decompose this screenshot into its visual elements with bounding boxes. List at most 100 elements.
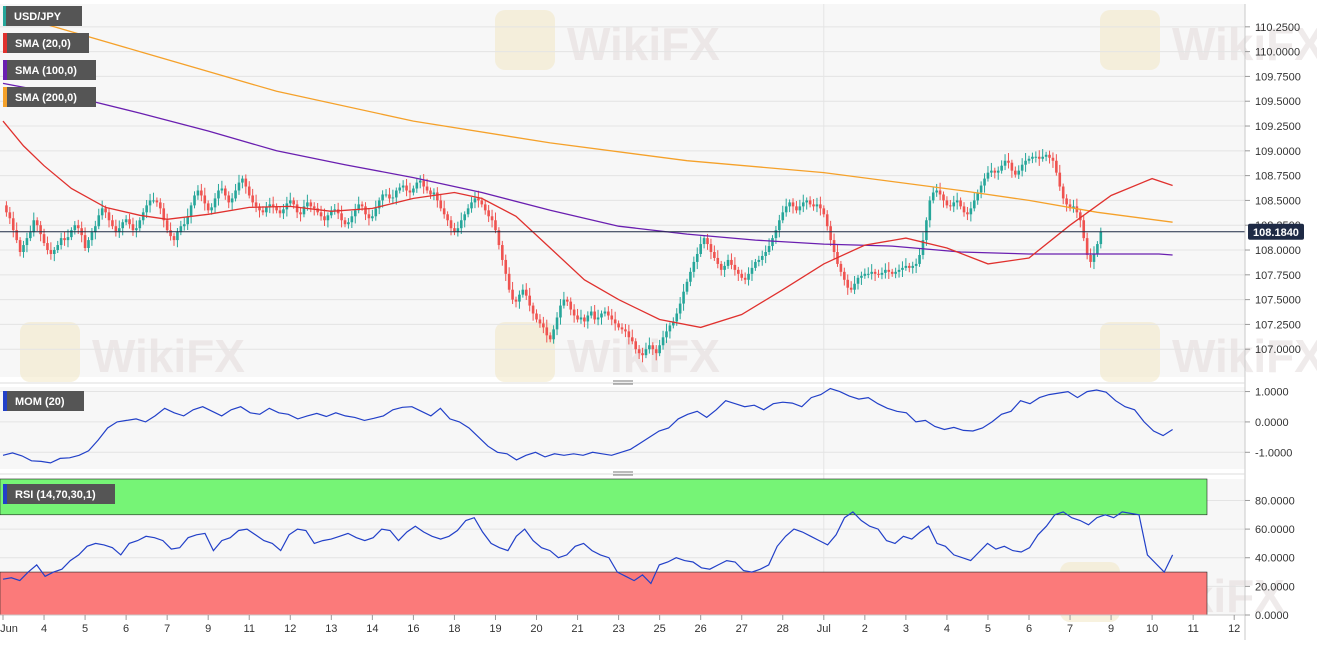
candle: [706, 233, 709, 250]
candle-body: [87, 240, 90, 249]
legend-rsi-swatch: [3, 484, 7, 504]
candle: [559, 299, 562, 325]
candle-body: [364, 206, 367, 215]
candle: [627, 324, 631, 345]
x-tick-label-24: 5: [985, 623, 991, 635]
price-tick-label-5: 109.0000: [1255, 146, 1301, 158]
candle: [822, 205, 826, 218]
candle-body: [583, 317, 586, 322]
candle-body: [357, 204, 360, 211]
candle-body: [993, 170, 997, 173]
candle-body: [275, 206, 278, 211]
candle: [788, 199, 791, 213]
candle-body: [576, 315, 579, 320]
candle: [1037, 150, 1041, 166]
candle-body: [241, 178, 244, 183]
candle-body: [104, 208, 107, 213]
candle-body: [459, 220, 463, 229]
candle: [237, 174, 241, 195]
legend-rsi[interactable]: RSI (14,70,30,1): [3, 484, 115, 504]
symbol-label[interactable]: USD/JPY: [3, 6, 82, 26]
candle-body: [330, 210, 333, 216]
legend-sma200[interactable]: SMA (200,0): [3, 87, 96, 107]
candle: [511, 281, 514, 304]
rsi-tick-label-2: 40.0000: [1255, 553, 1295, 565]
x-tick-label-4: 7: [164, 623, 170, 635]
candle-body: [890, 271, 894, 274]
watermark-text-3: WikiFX: [567, 330, 720, 382]
candle: [952, 195, 956, 213]
candle-body: [908, 265, 911, 268]
candle: [206, 200, 210, 214]
candle: [388, 187, 391, 203]
pane-resize-handle-2[interactable]: [613, 471, 633, 476]
candle: [1055, 154, 1058, 176]
candle: [661, 330, 665, 350]
candle: [323, 208, 326, 227]
candle-body: [271, 204, 275, 207]
candle: [637, 345, 641, 359]
candle-body: [1027, 158, 1031, 161]
candle: [25, 232, 29, 253]
candle: [384, 189, 388, 198]
candle-body: [381, 194, 384, 201]
candle: [863, 268, 867, 279]
watermark-logo-3: [495, 322, 555, 382]
candle-body: [774, 230, 778, 239]
candle-body: [497, 230, 501, 246]
candle-body: [35, 220, 39, 226]
candle-body: [617, 323, 620, 328]
x-tick-label-30: 12: [1228, 623, 1240, 635]
candle-body: [412, 188, 415, 193]
candle-body: [326, 215, 330, 221]
candle: [39, 221, 42, 242]
candle-body: [480, 200, 484, 205]
candle: [644, 342, 648, 359]
candle: [846, 274, 850, 295]
candle: [695, 247, 699, 270]
candle: [459, 212, 463, 234]
candle: [630, 329, 634, 345]
candle-body: [986, 172, 990, 179]
candle-body: [100, 208, 104, 216]
candle: [747, 267, 750, 286]
candle: [1089, 248, 1092, 268]
candle-body: [490, 216, 494, 221]
legend-sma20[interactable]: SMA (20,0): [3, 33, 89, 53]
candle: [319, 205, 323, 221]
candle-body: [979, 185, 983, 193]
candle-body: [176, 232, 179, 241]
candle-body: [1003, 160, 1007, 166]
candle-body: [25, 238, 29, 246]
candle: [716, 250, 720, 269]
candle-body: [347, 222, 350, 225]
candle: [713, 245, 716, 261]
candle-body: [350, 216, 354, 223]
pane-resize-handle-1[interactable]: [613, 380, 633, 385]
candle-body: [90, 232, 94, 241]
candle-body: [935, 190, 938, 193]
legend-sma100-text: SMA (100,0): [15, 65, 77, 77]
legend-momentum-background: [3, 391, 84, 411]
price-tick-label-13: 107.0000: [1255, 344, 1301, 356]
candle: [931, 187, 935, 204]
legend-momentum[interactable]: MOM (20): [3, 391, 84, 411]
candle-body: [801, 202, 805, 207]
x-tick-label-21: 2: [862, 623, 868, 635]
price-tick-label-11: 107.5000: [1255, 295, 1301, 307]
candle-body: [815, 204, 819, 207]
candle-body: [466, 208, 470, 215]
candle-body: [925, 220, 928, 241]
candle: [145, 200, 148, 219]
candle-body: [206, 203, 210, 211]
candle-body: [873, 271, 877, 274]
candle: [56, 240, 60, 253]
candle-body: [73, 225, 77, 231]
candle: [1099, 227, 1103, 249]
candle: [972, 192, 976, 212]
candle: [853, 276, 856, 295]
candle-body: [552, 329, 555, 340]
legend-sma100[interactable]: SMA (100,0): [3, 60, 96, 80]
candle-body: [442, 208, 446, 215]
